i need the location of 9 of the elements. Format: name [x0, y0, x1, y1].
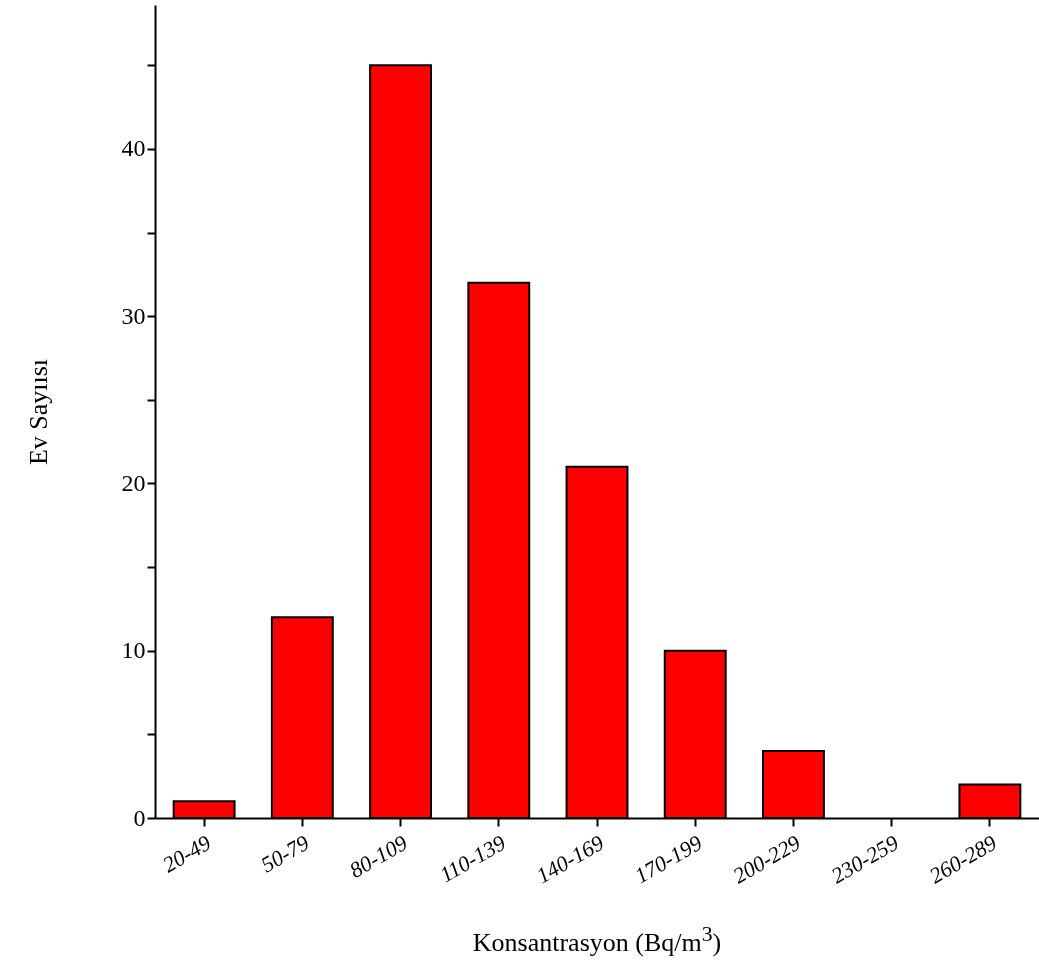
x-axis-title: Konsantrasyon (Bq/m$^{3}$)	[471, 922, 723, 958]
y-axis-title: Ev Sayıısı	[23, 358, 53, 466]
x-tick-label: 20-49	[158, 829, 216, 878]
y-tick-label: 10	[121, 637, 146, 664]
x-tick-label: 50-79	[256, 829, 314, 878]
y-tick-label: 0	[133, 804, 146, 831]
y-tick-label: 40	[121, 135, 146, 162]
y-tick-label: 20	[121, 469, 146, 496]
y-tick-label: 30	[121, 302, 146, 329]
